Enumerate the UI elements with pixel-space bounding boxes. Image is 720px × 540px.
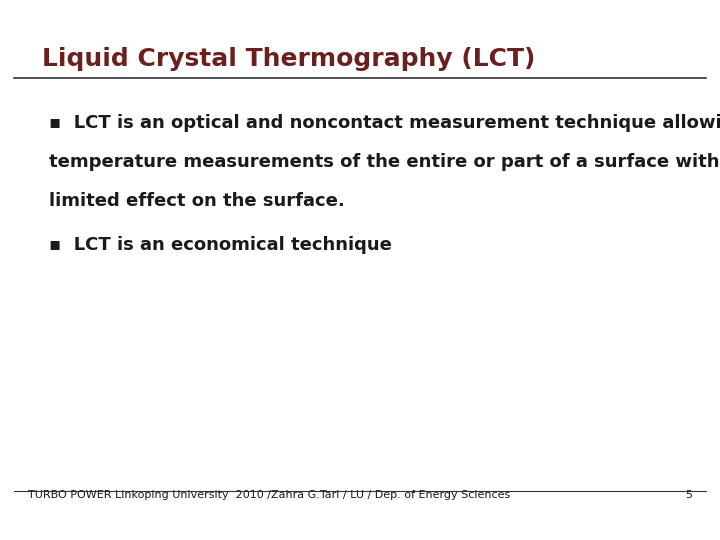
Text: ▪  LCT is an economical technique: ▪ LCT is an economical technique: [49, 237, 392, 254]
Text: limited effect on the surface.: limited effect on the surface.: [49, 192, 345, 210]
Text: ▪  LCT is an optical and noncontact measurement technique allowing: ▪ LCT is an optical and noncontact measu…: [49, 114, 720, 132]
Text: TURBO POWER Linkoping University  2010 /Zahra G.Tari / LU / Dep. of Energy Scien: TURBO POWER Linkoping University 2010 /Z…: [28, 490, 510, 501]
Text: temperature measurements of the entire or part of a surface with: temperature measurements of the entire o…: [49, 153, 719, 171]
Text: Liquid Crystal Thermography (LCT): Liquid Crystal Thermography (LCT): [42, 47, 536, 71]
Text: 5: 5: [685, 490, 692, 501]
